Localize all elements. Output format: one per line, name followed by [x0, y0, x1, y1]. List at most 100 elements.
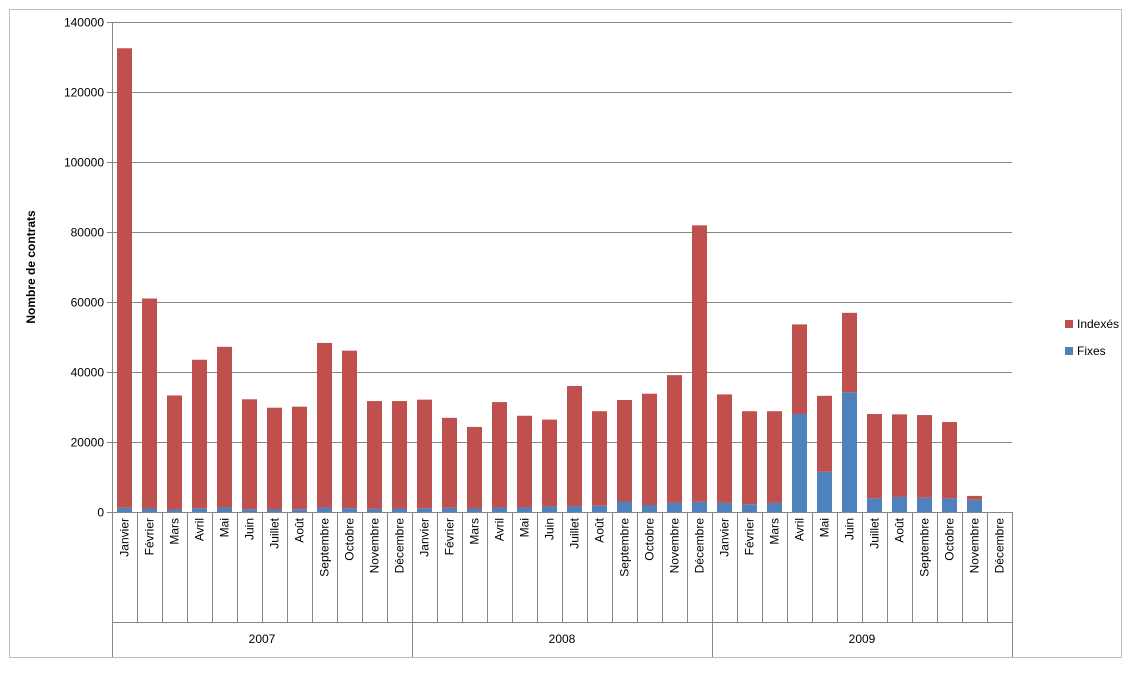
- x-tick-label: Février: [443, 518, 457, 555]
- bar-indexes: [142, 298, 157, 509]
- x-tick-label: Décembre: [993, 518, 1007, 574]
- bar-indexes: [542, 419, 557, 507]
- bar-fixes: [442, 507, 457, 512]
- bars: [117, 48, 982, 512]
- x-tick-label: Juillet: [568, 517, 582, 548]
- bar-fixes: [267, 509, 282, 512]
- year-label: 2008: [549, 632, 576, 646]
- x-tick-label: Juin: [243, 518, 257, 540]
- bar-fixes: [842, 392, 857, 512]
- x-tick-label: Mars: [468, 518, 482, 545]
- bar-indexes: [692, 225, 707, 502]
- bar-indexes: [867, 414, 882, 499]
- bar-fixes: [617, 501, 632, 512]
- gridlines: [112, 22, 1012, 443]
- bar-fixes: [917, 497, 932, 512]
- bar-indexes: [292, 406, 307, 510]
- bar-indexes: [767, 411, 782, 503]
- x-tick-label: Janvier: [118, 518, 132, 557]
- x-tick-label: Août: [293, 517, 307, 542]
- x-tick-label: Septembre: [318, 518, 332, 577]
- bar-fixes: [542, 506, 557, 512]
- x-tick-label: Mai: [218, 518, 232, 537]
- bar-indexes: [792, 324, 807, 414]
- bar-fixes: [642, 505, 657, 512]
- bar-fixes: [292, 509, 307, 512]
- bar-fixes: [867, 498, 882, 512]
- legend-swatch: [1065, 320, 1073, 328]
- bar-indexes: [192, 359, 207, 509]
- y-tick-label: 40000: [71, 366, 105, 380]
- bar-fixes: [342, 508, 357, 512]
- x-tick-label: Décembre: [693, 518, 707, 574]
- bar-indexes: [817, 395, 832, 472]
- x-tick-label: Avril: [193, 518, 207, 541]
- legend-swatch: [1065, 347, 1073, 355]
- bar-fixes: [517, 507, 532, 512]
- bar-indexes: [442, 417, 457, 508]
- bar-fixes: [767, 502, 782, 512]
- bar-fixes: [317, 507, 332, 512]
- bar-fixes: [167, 509, 182, 512]
- bar-indexes: [667, 375, 682, 503]
- x-tick-label: Janvier: [418, 518, 432, 557]
- x-tick-label: Mars: [768, 518, 782, 545]
- bar-fixes: [592, 505, 607, 512]
- y-tick-label: 20000: [71, 436, 105, 450]
- x-tick-label: Avril: [493, 518, 507, 541]
- legend-label: Fixes: [1077, 344, 1106, 358]
- bar-indexes: [517, 415, 532, 508]
- bar-fixes: [742, 504, 757, 512]
- x-tick-label: Février: [743, 518, 757, 555]
- y-tick-label: 120000: [64, 86, 104, 100]
- x-tick-label: Octobre: [643, 518, 657, 561]
- x-tick-label: Mai: [818, 518, 832, 537]
- bar-fixes: [667, 502, 682, 512]
- y-tick-label: 140000: [64, 16, 104, 30]
- bar-fixes: [717, 502, 732, 512]
- x-tick-label: Février: [143, 518, 157, 555]
- x-tick-label: Novembre: [368, 518, 382, 574]
- x-tick-label: Septembre: [918, 518, 932, 577]
- bar-indexes: [467, 426, 482, 509]
- bar-indexes: [317, 342, 332, 508]
- bar-fixes: [192, 508, 207, 512]
- year-label: 2009: [849, 632, 876, 646]
- x-tick-label: Mars: [168, 518, 182, 545]
- bar-indexes: [392, 401, 407, 509]
- bar-fixes: [692, 501, 707, 512]
- bar-fixes: [792, 414, 807, 512]
- bar-indexes: [942, 422, 957, 499]
- x-tick-label: Novembre: [668, 518, 682, 574]
- bar-fixes: [967, 499, 982, 512]
- bar-indexes: [717, 394, 732, 503]
- bar-fixes: [417, 508, 432, 512]
- bar-indexes: [217, 346, 232, 508]
- bar-indexes: [892, 414, 907, 497]
- x-axis: Janvier Février Mars Avril Mai Juin Juillet Aoû…: [112, 512, 1013, 657]
- y-axis: 0 20000 40000 60000 80000 100000 120000 140000: [64, 16, 113, 520]
- x-tick-label: Octobre: [343, 518, 357, 561]
- bar-indexes: [842, 312, 857, 393]
- bar-indexes: [267, 407, 282, 510]
- x-tick-label: Juillet: [868, 517, 882, 548]
- x-tick-label: Juin: [543, 518, 557, 540]
- x-tick-label: Juillet: [268, 517, 282, 548]
- x-tick-label: Mai: [518, 518, 532, 537]
- bar-indexes: [567, 386, 582, 507]
- x-tick-label: Septembre: [618, 518, 632, 577]
- bar-indexes: [242, 399, 257, 510]
- bar-fixes: [142, 508, 157, 512]
- x-tick-label: Octobre: [943, 518, 957, 561]
- bar-indexes: [167, 395, 182, 510]
- y-axis-label: Nombre de contrats: [24, 210, 38, 324]
- x-tick-label: Janvier: [718, 518, 732, 557]
- bar-indexes: [417, 399, 432, 509]
- y-tick-label: 0: [97, 506, 104, 520]
- year-label: 2007: [249, 632, 276, 646]
- chart-border: [9, 9, 1122, 658]
- bar-fixes: [367, 508, 382, 512]
- bar-indexes: [342, 350, 357, 509]
